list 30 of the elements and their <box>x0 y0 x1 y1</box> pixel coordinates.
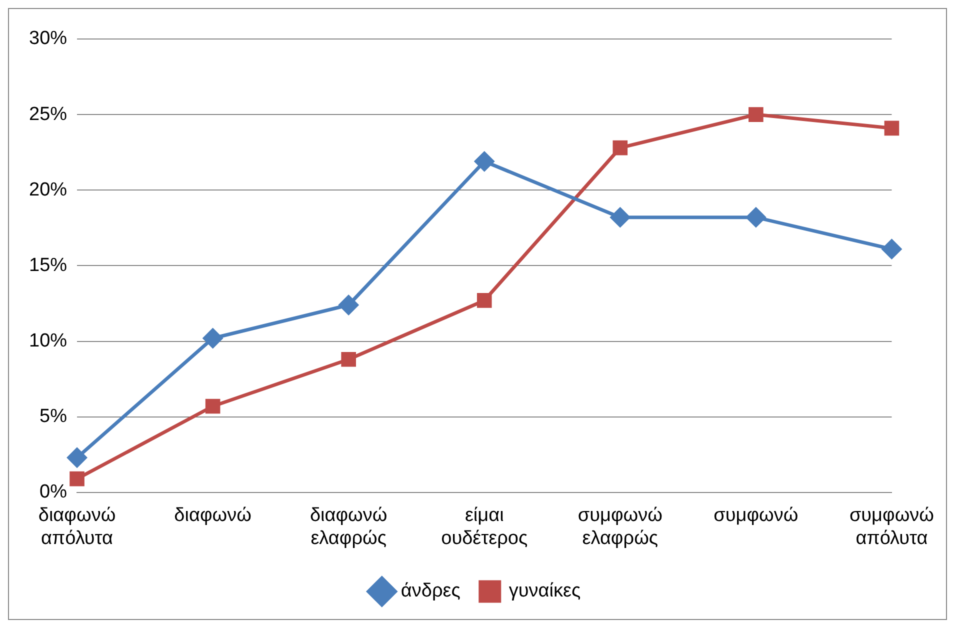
x-tick-label: είμαι ουδέτερος <box>441 505 528 549</box>
y-tick-label: 10% <box>28 330 68 352</box>
point <box>474 152 494 172</box>
x-tick-label: διαφωνώ απόλυτα <box>38 505 116 549</box>
y-tick-label: 5% <box>40 406 68 428</box>
point <box>338 295 358 315</box>
legend-label: γυναίκες <box>508 580 581 602</box>
x-tick-label: συμφωνώ <box>714 505 798 526</box>
y-tick-label: 0% <box>40 482 68 503</box>
legend-label: άνδρες <box>400 580 460 602</box>
point <box>746 208 766 228</box>
point <box>884 120 900 136</box>
x-tick-label: διαφωνώ <box>174 505 252 526</box>
x-tick-label: συμφωνώ απόλυτα <box>849 505 934 549</box>
y-tick-label: 30% <box>28 28 68 50</box>
point <box>67 448 87 468</box>
x-tick-label: διαφωνώ ελαφρώς <box>310 505 388 549</box>
x-tick-label: συμφωνώ ελαφρώς <box>578 505 663 549</box>
y-tick-label: 15% <box>28 254 68 276</box>
point <box>205 398 220 414</box>
point <box>612 140 628 156</box>
point <box>203 328 223 348</box>
y-tick-label: 20% <box>28 179 68 200</box>
point <box>748 107 764 122</box>
y-tick-label: 25% <box>28 104 68 125</box>
point <box>476 293 492 308</box>
point <box>882 239 902 259</box>
point <box>341 352 356 367</box>
point <box>610 208 630 228</box>
point <box>70 471 84 486</box>
